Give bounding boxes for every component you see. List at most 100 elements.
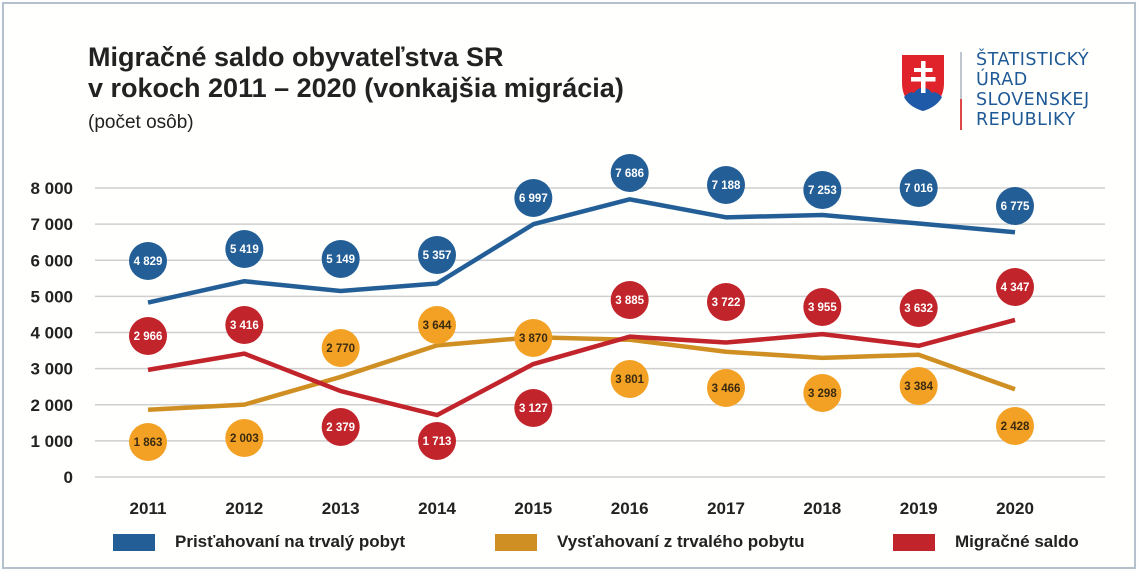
y-tick-label: 5 000 [30, 287, 73, 306]
data-label: 6 997 [519, 193, 548, 205]
logo-line-2: ÚRAD [976, 70, 1028, 90]
title-line-2: v rokoch 2011 – 2020 (vonkajšia migrácia… [88, 73, 624, 103]
chart-title: Migračné saldo obyvateľstva SR v rokoch … [88, 42, 624, 104]
y-tick-label: 6 000 [30, 251, 73, 270]
data-bubble [321, 329, 360, 367]
y-tick-label: 4 000 [30, 324, 73, 343]
legend-item-net-migration: Migračné saldo [893, 532, 1079, 552]
data-label: 7 686 [615, 168, 644, 180]
data-label: 4 829 [134, 256, 163, 268]
y-tick-label: 8 000 [30, 179, 73, 198]
logo-line-3: SLOVENSKEJ [976, 90, 1090, 110]
x-tick-label: 2016 [611, 499, 649, 518]
data-bubble [707, 166, 745, 204]
data-label: 7 253 [808, 185, 837, 197]
logo-line-4: REPUBLIKY [976, 110, 1076, 130]
data-label: 3 127 [519, 403, 548, 415]
data-label: 3 466 [712, 383, 741, 395]
data-bubble [707, 369, 745, 407]
x-tick-label: 2011 [130, 499, 167, 518]
data-bubble [418, 236, 456, 274]
data-bubble [803, 171, 842, 209]
data-bubble [996, 407, 1034, 445]
data-label: 3 298 [808, 388, 837, 400]
data-bubble [225, 419, 264, 457]
chart-subtitle: (počet osôb) [88, 112, 194, 133]
data-label: 3 955 [808, 302, 837, 314]
data-label: 3 384 [904, 381, 933, 393]
x-tick-label: 2012 [225, 499, 263, 518]
data-bubble [418, 422, 456, 460]
data-label: 3 722 [712, 297, 741, 309]
data-bubble [899, 367, 938, 405]
series-line-1 [147, 334, 1016, 412]
data-bubble [225, 306, 264, 344]
data-bubble [129, 423, 167, 461]
data-bubble [321, 408, 360, 446]
data-label: 1 713 [423, 436, 452, 448]
data-label: 3 416 [230, 320, 259, 332]
data-bubble [129, 317, 167, 355]
data-bubble [610, 281, 649, 319]
data-bubble [514, 389, 553, 427]
data-label: 1 863 [134, 437, 163, 449]
title-line-1: Migračné saldo obyvateľstva SR [88, 42, 504, 72]
data-bubble [996, 268, 1034, 306]
data-label: 3 632 [904, 303, 933, 315]
data-label: 3 870 [519, 333, 548, 345]
legend-swatch-net-migration [893, 533, 935, 551]
chart-legend: Prisťahovaní na trvalý pobyt Vysťahovaní… [0, 532, 1140, 560]
data-bubble [899, 169, 938, 207]
data-bubble [899, 289, 938, 327]
data-label: 5 357 [423, 250, 452, 262]
legend-swatch-immigrants [113, 533, 155, 551]
data-label: 2 379 [326, 422, 355, 434]
data-bubble [610, 360, 649, 398]
series-line-0 [147, 197, 1016, 305]
data-label: 4 347 [1001, 282, 1030, 294]
legend-item-emigrants: Vysťahovaní z trvalého pobytu [495, 532, 804, 552]
data-label: 7 188 [712, 180, 741, 192]
data-bubble [321, 240, 360, 278]
logo-text: ŠTATISTICKÝ ÚRAD SLOVENSKEJ REPUBLIKY [976, 50, 1090, 130]
data-label: 2 428 [1001, 421, 1030, 433]
y-tick-label: 1 000 [30, 432, 73, 451]
series-line-2 [147, 317, 1016, 418]
y-tick-label: 7 000 [30, 215, 73, 234]
data-bubble [514, 319, 553, 357]
data-bubble [225, 230, 264, 268]
data-label: 5 419 [230, 244, 259, 256]
data-label: 2 003 [230, 433, 259, 445]
data-label: 2 966 [134, 331, 163, 343]
legend-label-emigrants: Vysťahovaní z trvalého pobytu [557, 532, 805, 551]
data-bubble [707, 283, 745, 321]
legend-item-immigrants: Prisťahovaní na trvalý pobyt [113, 532, 405, 552]
data-bubble [996, 187, 1034, 225]
data-label: 5 149 [326, 254, 355, 266]
data-bubble [803, 374, 842, 412]
data-label: 2 770 [326, 343, 355, 355]
x-tick-label: 2013 [322, 499, 360, 518]
data-bubble [803, 288, 842, 326]
data-bubble [129, 242, 167, 280]
data-label: 3 644 [423, 320, 452, 332]
logo-line-1: ŠTATISTICKÝ [976, 50, 1090, 70]
legend-swatch-emigrants [495, 533, 537, 551]
x-tick-label: 2018 [803, 499, 841, 518]
x-tick-label: 2014 [418, 499, 456, 518]
data-bubble [610, 154, 649, 192]
data-label: 6 775 [1001, 201, 1030, 213]
legend-label-net-migration: Migračné saldo [955, 532, 1079, 551]
x-tick-label: 2019 [900, 499, 938, 518]
y-tick-label: 3 000 [30, 360, 73, 379]
legend-label-immigrants: Prisťahovaní na trvalý pobyt [175, 532, 406, 551]
x-tick-label: 2020 [996, 499, 1034, 518]
x-tick-label: 2017 [707, 499, 745, 518]
statistical-office-logo: ŠTATISTICKÝ ÚRAD SLOVENSKEJ REPUBLIKY [900, 50, 1120, 140]
data-bubble [514, 179, 553, 217]
data-label: 3 801 [615, 374, 644, 386]
data-label: 7 016 [904, 183, 933, 195]
logo-divider [960, 52, 962, 130]
x-tick-label: 2015 [514, 499, 552, 518]
